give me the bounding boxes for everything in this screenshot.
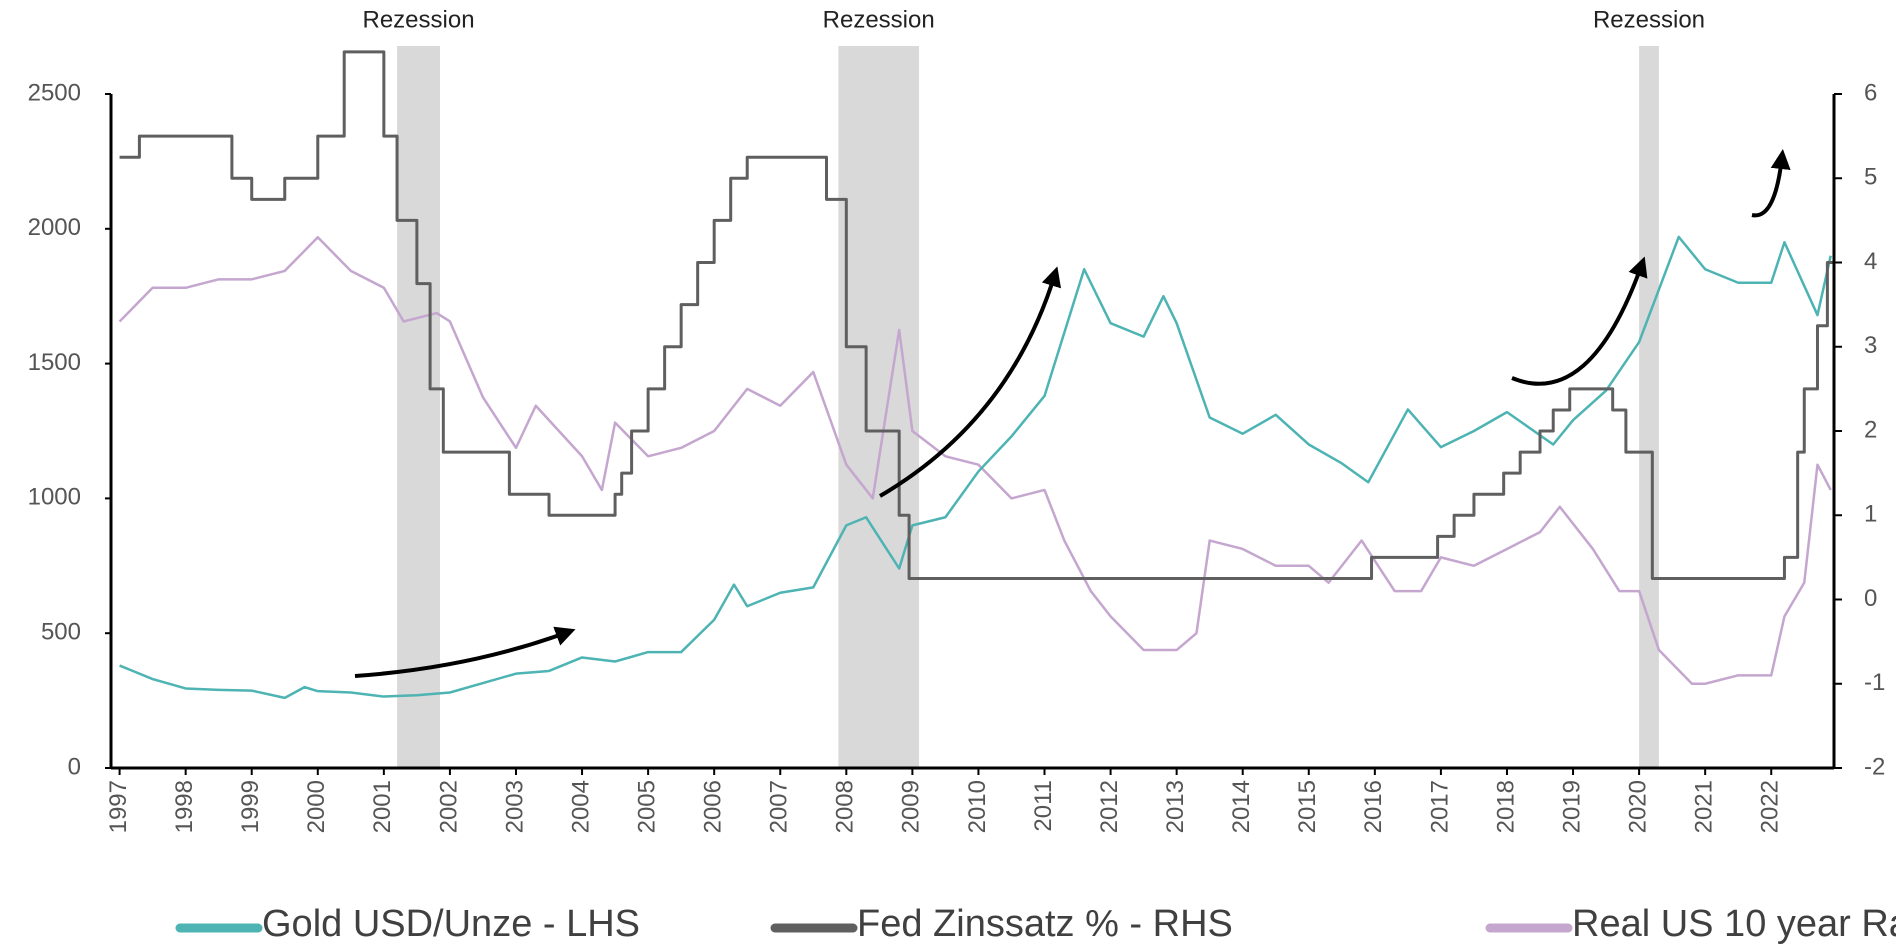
series-line bbox=[118, 235, 1832, 685]
recession-label: Rezession bbox=[1593, 6, 1705, 33]
x-tick-label: 2021 bbox=[1691, 780, 1718, 833]
legend-label: Gold USD/Unze - LHS bbox=[262, 903, 640, 945]
x-tick-label: 2016 bbox=[1360, 780, 1387, 833]
x-tick-label: 2004 bbox=[567, 780, 594, 833]
x-tick-label: 2011 bbox=[1030, 780, 1057, 832]
y-tick-label: 0 bbox=[68, 753, 81, 780]
recession-label: Rezession bbox=[363, 6, 475, 33]
x-tick-label: 2005 bbox=[633, 780, 660, 833]
x-tick-label: 2002 bbox=[435, 780, 462, 833]
recession-band bbox=[838, 46, 919, 768]
y-tick-label: 2000 bbox=[28, 214, 81, 241]
x-tick-label: 1997 bbox=[105, 780, 132, 833]
x-tick-label: 2007 bbox=[766, 780, 793, 833]
arrow bbox=[1751, 149, 1791, 218]
legend-label: Fed Zinssatz % - RHS bbox=[857, 903, 1233, 945]
x-tick-label: 2000 bbox=[303, 780, 330, 833]
arrow bbox=[1511, 256, 1648, 386]
x-tick-label: 2013 bbox=[1162, 780, 1189, 833]
legend-label: Real US 10 year Rates bbox=[1572, 903, 1896, 945]
x-tick-label: 2018 bbox=[1492, 780, 1519, 833]
y2-tick-label: -2 bbox=[1864, 753, 1885, 780]
arrow bbox=[878, 266, 1062, 498]
x-tick-label: 2015 bbox=[1294, 780, 1321, 833]
arrows bbox=[354, 149, 1791, 678]
recession-band bbox=[397, 46, 441, 768]
x-tick-label: 1998 bbox=[171, 780, 198, 833]
y2-tick-label: 1 bbox=[1864, 501, 1877, 528]
x-tick-label: 2009 bbox=[898, 780, 925, 833]
y2-tick-label: 4 bbox=[1864, 248, 1877, 275]
x-tick-label: 2006 bbox=[700, 780, 727, 833]
series-line bbox=[119, 235, 1832, 700]
x-tick-label: 2010 bbox=[964, 780, 991, 833]
y2-tick-label: -1 bbox=[1864, 669, 1885, 696]
y-tick-label: 2500 bbox=[28, 79, 81, 106]
x-tick-label: 2020 bbox=[1624, 780, 1651, 833]
y2-tick-label: 6 bbox=[1864, 79, 1877, 106]
series-line bbox=[119, 50, 1836, 580]
x-tick-label: 2008 bbox=[832, 780, 859, 833]
x-tick-label: 2012 bbox=[1096, 780, 1123, 833]
recession-label: Rezession bbox=[823, 6, 935, 33]
y2-tick-label: 2 bbox=[1864, 416, 1877, 443]
x-tick-label: 2017 bbox=[1426, 780, 1453, 833]
y-tick-label: 1500 bbox=[28, 349, 81, 376]
x-tick-label: 2001 bbox=[369, 780, 396, 833]
x-tick-label: 1999 bbox=[237, 780, 264, 833]
y-tick-label: 1000 bbox=[28, 484, 81, 511]
y2-tick-label: 3 bbox=[1864, 332, 1877, 359]
y2-tick-label: 0 bbox=[1864, 585, 1877, 612]
x-tick-label: 2019 bbox=[1558, 780, 1585, 833]
x-tick-label: 2003 bbox=[501, 780, 528, 833]
y2-tick-label: 5 bbox=[1864, 164, 1877, 191]
x-tick-label: 2022 bbox=[1757, 780, 1784, 833]
y-tick-label: 500 bbox=[41, 619, 81, 646]
recession-band bbox=[1639, 46, 1659, 768]
arrow bbox=[354, 626, 576, 678]
x-tick-label: 2014 bbox=[1228, 780, 1255, 833]
